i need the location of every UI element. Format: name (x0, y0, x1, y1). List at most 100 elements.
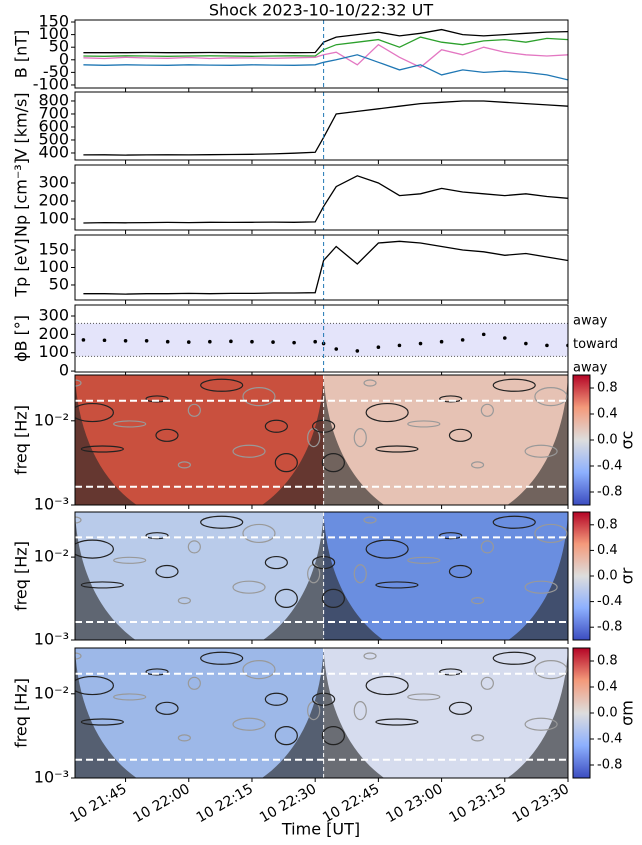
point (376, 345, 381, 350)
plot-area (83, 28, 568, 81)
colorbar-tick-label: -0.8 (597, 485, 622, 500)
y-tick-label: 400 (38, 142, 69, 161)
point (334, 347, 339, 351)
contour (75, 379, 82, 387)
contour (242, 387, 276, 407)
point (292, 340, 296, 345)
contour (480, 403, 494, 417)
contour (145, 668, 169, 676)
contour (524, 580, 558, 594)
contour (375, 581, 419, 589)
point (186, 340, 191, 344)
axes-frame (74, 304, 569, 373)
contour (448, 701, 473, 715)
y-tick-label: 300 (38, 306, 69, 325)
contour (80, 718, 124, 726)
plot-area (83, 100, 568, 156)
y-axis-label: Tp [eV] (12, 238, 31, 297)
y-tick-label: 500 (38, 129, 69, 148)
plot-area (83, 175, 568, 224)
contour (365, 675, 409, 696)
axes-frame (74, 164, 569, 231)
axes-frame (74, 511, 569, 641)
contour (200, 378, 244, 392)
contour (274, 453, 298, 473)
colorbar-tick-label: 0.8 (597, 517, 618, 532)
contour (264, 692, 288, 706)
point (439, 339, 444, 344)
contour (365, 402, 409, 423)
point (123, 338, 128, 343)
x-tick-label: 10 21:45 (67, 781, 129, 826)
colorbar-label: σr (618, 567, 637, 584)
x-tick-label: 10 23:30 (510, 781, 572, 826)
colorbar-tick-label: 0.4 (597, 407, 618, 422)
y-tick-label: 800 (38, 90, 69, 109)
contour (274, 588, 298, 609)
contour (321, 726, 345, 746)
contour (274, 726, 298, 746)
point (355, 349, 360, 353)
colorbar-tick-label: 0.0 (597, 569, 618, 584)
colorbar-tick-label: -0.4 (597, 732, 622, 747)
spectrum-region (75, 375, 324, 505)
y-tick-label: 10⁻² (34, 410, 69, 429)
y-tick-label: 600 (38, 116, 69, 135)
contour (492, 378, 536, 392)
colorbar-tick-label: 0.4 (597, 680, 618, 695)
contour (363, 652, 377, 660)
contour (113, 420, 147, 428)
point (502, 336, 507, 340)
plot-area (83, 240, 568, 295)
colorbar-label: σc (618, 431, 637, 450)
point (397, 343, 402, 348)
contour (407, 556, 441, 564)
point (460, 338, 465, 342)
point (250, 339, 254, 344)
series-line (83, 240, 568, 295)
contour (187, 676, 201, 690)
y-tick-label: 100 (38, 24, 69, 43)
contour (232, 444, 266, 458)
point (165, 339, 170, 344)
series-line (83, 36, 568, 57)
contour (321, 453, 345, 473)
x-tick-label: 10 22:00 (131, 781, 193, 826)
colorbar-tick-label: -0.8 (597, 620, 622, 635)
contour (232, 580, 266, 594)
axes-frame (74, 374, 569, 506)
x-tick-label: 10 22:15 (194, 781, 256, 826)
y-tick-label: 0 (59, 49, 69, 68)
point (102, 338, 107, 343)
contour (242, 523, 276, 544)
contour (492, 651, 536, 665)
point (313, 339, 317, 344)
contour (145, 532, 169, 540)
contour (232, 717, 266, 731)
y-tick-label: 100 (38, 342, 69, 361)
contour (480, 676, 494, 690)
contour (534, 523, 568, 544)
contour (155, 428, 179, 442)
point (144, 338, 149, 343)
y-axis-label: B [nT] (12, 30, 31, 78)
contour (264, 419, 288, 433)
contour (375, 718, 419, 726)
colorbar-tick-label: 0.8 (597, 654, 618, 669)
axes-frame (74, 647, 569, 779)
contour (534, 660, 568, 680)
contour (242, 660, 276, 680)
contour (365, 539, 409, 559)
y-tick-label: 10⁻² (34, 683, 69, 702)
contour (155, 564, 179, 579)
contour (177, 461, 191, 469)
colorbar-tick-label: -0.4 (597, 459, 622, 474)
y-axis-label: V [km/s] (12, 92, 31, 159)
contour (524, 444, 558, 458)
contour (80, 445, 124, 453)
y-tick-label: 100 (38, 209, 69, 228)
spectrum-region (75, 512, 324, 640)
point (229, 339, 233, 344)
contour (80, 581, 124, 589)
point (418, 341, 423, 346)
